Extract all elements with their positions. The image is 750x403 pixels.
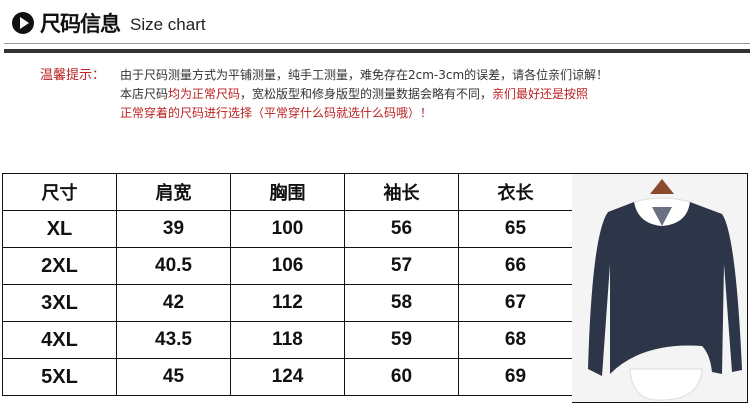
cell-length: 67 — [458, 284, 573, 322]
table-row: 5XL 45 124 60 69 — [2, 358, 573, 396]
product-photo — [572, 173, 748, 403]
cell-size: 3XL — [2, 284, 117, 322]
cell-chest: 106 — [230, 247, 345, 285]
play-circle-icon — [12, 12, 34, 34]
section-title: 尺码信息 — [40, 12, 121, 36]
table-row: 2XL 40.5 106 57 66 — [2, 247, 573, 285]
notice-text-part: 本店尺码 — [120, 87, 169, 101]
notice-highlight: 均为正常尺码 — [168, 87, 241, 101]
cell-sleeve: 58 — [344, 284, 459, 322]
table-row: XL 39 100 56 65 — [2, 210, 573, 248]
navy-sweater-with-white-shirt-photo — [588, 179, 742, 401]
notice-highlight: 亲们最好还是按照 — [492, 87, 589, 101]
header-shoulder: 肩宽 — [116, 173, 231, 211]
header-chest: 胸围 — [230, 173, 345, 211]
cell-shoulder: 43.5 — [116, 321, 231, 359]
notice-text: 由于尺码测量方式为平铺测量，纯手工测量，难免存在2cm-3cm的误差，请各位亲们… — [120, 66, 680, 123]
notice-text-part: ，宽松版型和修身版型的测量数据会略有不同， — [240, 87, 493, 101]
divider-thick — [4, 49, 750, 53]
cell-chest: 100 — [230, 210, 345, 248]
notice-line-1: 由于尺码测量方式为平铺测量，纯手工测量，难免存在2cm-3cm的误差，请各位亲们… — [120, 68, 609, 82]
cell-length: 68 — [458, 321, 573, 359]
cell-size: 5XL — [2, 358, 117, 396]
cell-sleeve: 59 — [344, 321, 459, 359]
notice-line-3: 正常穿着的尺码进行选择（平常穿什么码就选什么码哦）！ — [120, 106, 433, 120]
cell-shoulder: 42 — [116, 284, 231, 322]
notice-line-2: 本店尺码均为正常尺码，宽松版型和修身版型的测量数据会略有不同，亲们最好还是按照 — [120, 85, 680, 104]
section-header: 尺码信息 Size chart — [12, 8, 206, 38]
cell-size: XL — [2, 210, 117, 248]
cell-length: 69 — [458, 358, 573, 396]
table-row: 4XL 43.5 118 59 68 — [2, 321, 573, 359]
cell-chest: 112 — [230, 284, 345, 322]
cell-shoulder: 40.5 — [116, 247, 231, 285]
cell-length: 66 — [458, 247, 573, 285]
cell-size: 2XL — [2, 247, 117, 285]
cell-sleeve: 57 — [344, 247, 459, 285]
cell-sleeve: 60 — [344, 358, 459, 396]
size-table: 尺寸 肩宽 胸围 袖长 衣长 XL 39 100 56 65 2XL 40.5 106 57 66… — [2, 173, 573, 396]
header-size: 尺寸 — [2, 173, 117, 211]
cell-chest: 124 — [230, 358, 345, 396]
cell-sleeve: 56 — [344, 210, 459, 248]
table-header-row: 尺寸 肩宽 胸围 袖长 衣长 — [2, 173, 573, 211]
divider-thin — [4, 43, 750, 44]
cell-shoulder: 39 — [116, 210, 231, 248]
cell-chest: 118 — [230, 321, 345, 359]
cell-shoulder: 45 — [116, 358, 231, 396]
header-sleeve: 袖长 — [344, 173, 459, 211]
cell-length: 65 — [458, 210, 573, 248]
notice-label: 温馨提示： — [40, 68, 106, 83]
table-row: 3XL 42 112 58 67 — [2, 284, 573, 322]
header-length: 衣长 — [458, 173, 573, 211]
cell-size: 4XL — [2, 321, 117, 359]
section-subtitle: Size chart — [130, 15, 206, 34]
